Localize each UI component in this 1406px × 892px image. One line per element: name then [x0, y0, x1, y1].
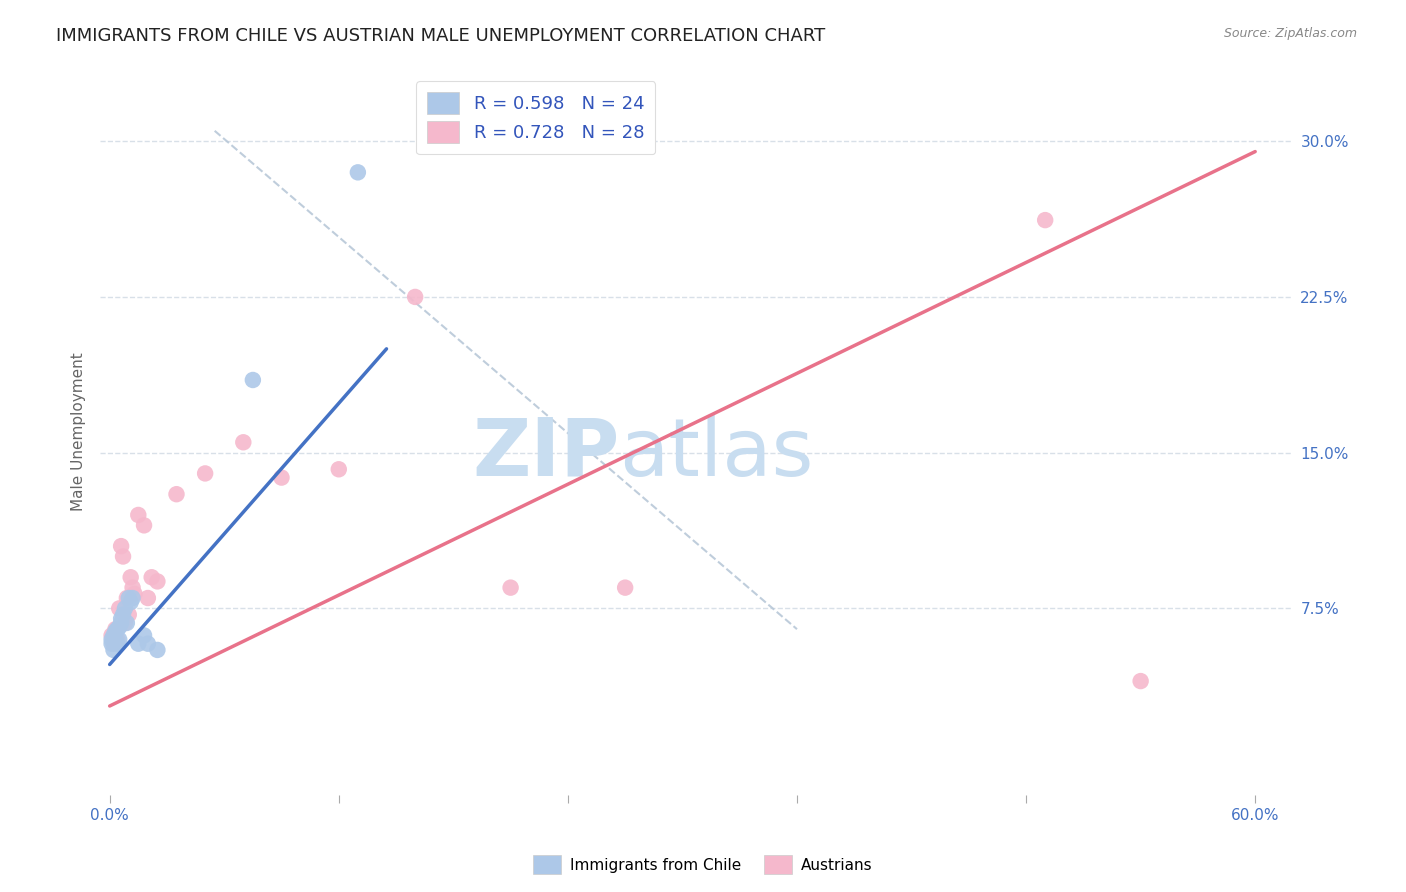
Point: [110, 612, 132, 626]
Point: [136, 637, 159, 651]
Point: [115, 591, 138, 605]
Point: [132, 518, 155, 533]
Point: [127, 637, 149, 651]
Point: [100, 628, 122, 642]
Point: [105, 622, 128, 636]
Point: [166, 487, 188, 501]
Point: [270, 470, 292, 484]
Point: [120, 595, 142, 609]
Point: [104, 624, 127, 639]
Legend: Immigrants from Chile, Austrians: Immigrants from Chile, Austrians: [527, 849, 879, 880]
Point: [118, 607, 141, 622]
Point: [120, 570, 142, 584]
Text: atlas: atlas: [619, 415, 814, 492]
Legend: R = 0.598   N = 24, R = 0.728   N = 28: R = 0.598 N = 24, R = 0.728 N = 28: [416, 81, 655, 154]
Point: [194, 467, 217, 481]
Point: [110, 615, 132, 630]
Point: [404, 290, 426, 304]
Point: [118, 591, 141, 605]
Point: [146, 574, 169, 589]
Point: [108, 620, 131, 634]
Point: [127, 508, 149, 522]
Point: [499, 581, 522, 595]
Point: [146, 643, 169, 657]
Point: [115, 615, 138, 630]
Point: [614, 581, 637, 595]
Point: [103, 637, 125, 651]
Point: [121, 591, 143, 605]
Point: [136, 591, 159, 605]
Point: [242, 373, 264, 387]
Point: [104, 622, 127, 636]
Text: IMMIGRANTS FROM CHILE VS AUSTRIAN MALE UNEMPLOYMENT CORRELATION CHART: IMMIGRANTS FROM CHILE VS AUSTRIAN MALE U…: [56, 27, 825, 45]
Point: [108, 632, 131, 647]
Point: [108, 601, 131, 615]
Point: [114, 615, 136, 630]
Point: [1129, 674, 1152, 689]
Point: [100, 632, 122, 647]
Y-axis label: Male Unemployment: Male Unemployment: [72, 352, 86, 511]
Text: Source: ZipAtlas.com: Source: ZipAtlas.com: [1223, 27, 1357, 40]
Point: [141, 570, 163, 584]
Point: [114, 601, 136, 615]
Point: [103, 643, 125, 657]
Point: [112, 607, 135, 622]
Point: [1033, 213, 1056, 227]
Point: [105, 637, 128, 651]
Point: [100, 637, 122, 651]
Point: [103, 628, 125, 642]
Point: [121, 581, 143, 595]
Point: [110, 539, 132, 553]
Point: [105, 632, 128, 647]
Point: [132, 628, 155, 642]
Point: [112, 549, 135, 564]
Point: [347, 165, 370, 179]
Point: [104, 632, 127, 647]
Point: [124, 587, 146, 601]
Point: [328, 462, 350, 476]
Text: ZIP: ZIP: [472, 415, 619, 492]
Point: [232, 435, 254, 450]
